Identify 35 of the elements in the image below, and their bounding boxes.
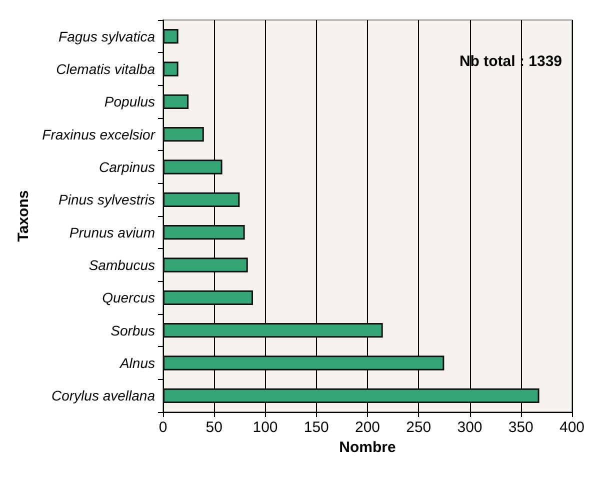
bar — [163, 62, 178, 76]
x-tick-label: 150 — [304, 419, 329, 436]
bar — [163, 356, 444, 370]
bar — [163, 258, 248, 272]
y-tick-label: Alnus — [118, 355, 155, 371]
y-axis-title: Taxons — [15, 190, 32, 242]
bar — [163, 28, 178, 44]
y-tick-label: Fagus sylvatica — [58, 28, 156, 44]
bar — [163, 290, 253, 306]
x-axis-title: Nombre — [339, 438, 396, 456]
x-tick-label: 200 — [354, 419, 380, 436]
bar — [163, 126, 204, 142]
y-tick-label: Populus — [104, 94, 155, 110]
y-tick-label: Corylus avellana — [52, 388, 156, 404]
y-tick-label: Pinus sylvestris — [58, 192, 155, 208]
bar — [163, 388, 540, 404]
y-tick-label: Prunus avium — [69, 224, 156, 240]
y-tick-label: Clematis vitalba — [56, 61, 156, 77]
y-tick-label: Sambucus — [88, 257, 155, 273]
x-tick-label: 250 — [406, 419, 432, 436]
bar — [163, 94, 189, 110]
y-tick-label: Carpinus — [98, 159, 155, 175]
y-tick-label: Fraxinus excelsior — [42, 126, 156, 142]
bar — [163, 322, 383, 338]
bar — [163, 192, 240, 208]
x-tick-label: 0 — [158, 419, 168, 436]
x-tick-label: 300 — [457, 419, 482, 436]
x-tick-label: 350 — [508, 419, 534, 436]
x-tick-label: 400 — [559, 419, 585, 436]
y-tick-label: Quercus — [102, 290, 155, 306]
x-tick-label: 100 — [252, 419, 278, 436]
x-tick-label: 50 — [206, 419, 222, 436]
bar — [163, 160, 222, 174]
y-tick-label: Sorbus — [110, 322, 155, 338]
bar — [163, 224, 245, 240]
